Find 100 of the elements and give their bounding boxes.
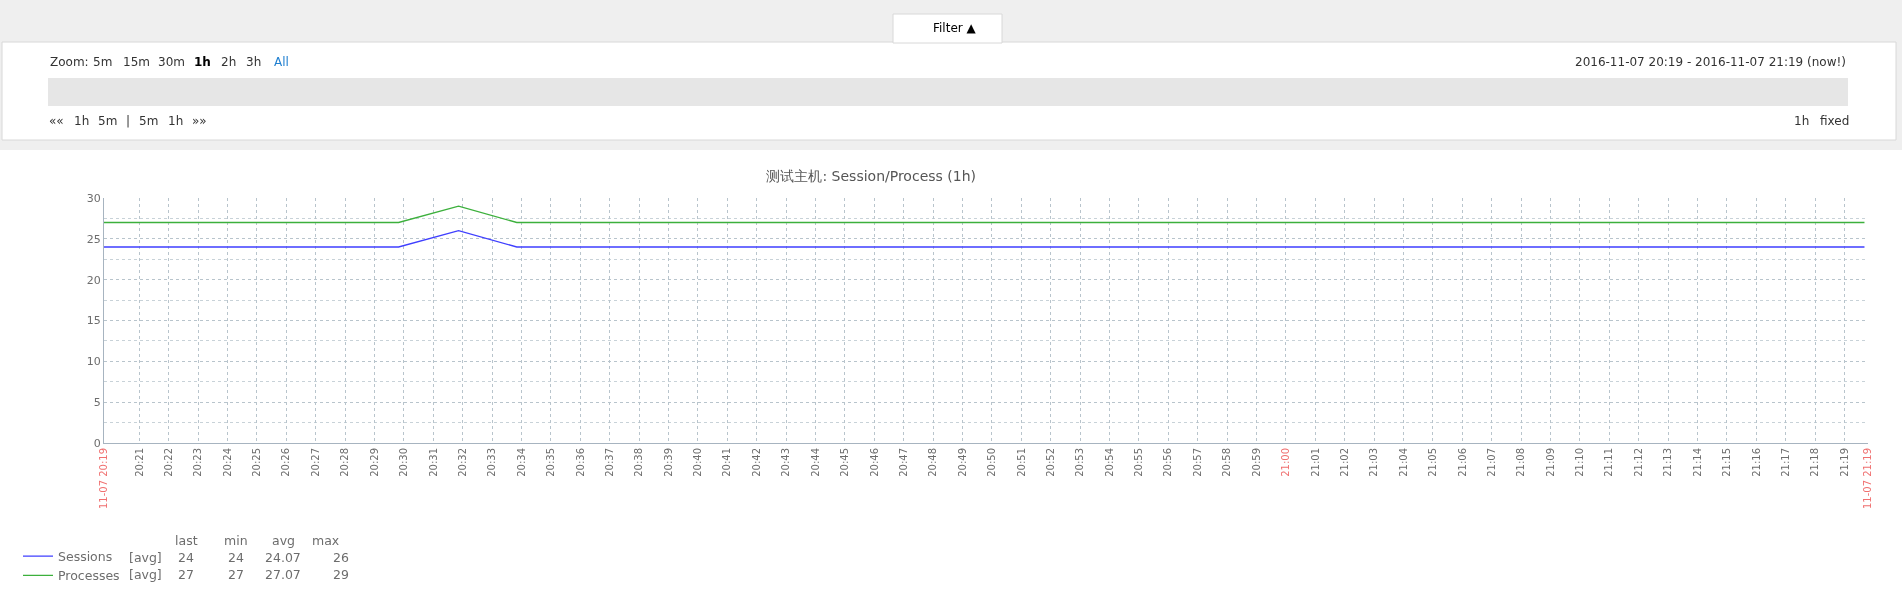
x-tick-label: 20:34 bbox=[515, 448, 527, 477]
text: 1h bbox=[1794, 114, 1810, 128]
y-tick-label: 5 bbox=[93, 396, 101, 410]
x-tick-label: 20:28 bbox=[339, 448, 351, 477]
y-tick-label: 10 bbox=[86, 355, 101, 369]
x-tick-label: 20:25 bbox=[251, 448, 263, 477]
x-tick-label: 20:38 bbox=[633, 448, 645, 477]
text: 24 bbox=[178, 550, 194, 565]
x-tick-label: 20:30 bbox=[398, 448, 410, 477]
text: 2h bbox=[221, 55, 237, 69]
x-tick-label: 21:06 bbox=[1456, 448, 1468, 477]
x-tick-label: 20:31 bbox=[427, 448, 439, 477]
x-tick-label: 20:44 bbox=[809, 448, 821, 477]
x-tick-label: 20:37 bbox=[603, 448, 615, 477]
text: 5m bbox=[139, 114, 159, 128]
x-tick-label: 20:49 bbox=[956, 448, 968, 477]
x-tick-label: 20:24 bbox=[221, 448, 233, 477]
x-tick-label: 20:58 bbox=[1221, 448, 1233, 477]
text: 1h bbox=[74, 114, 90, 128]
text: 3h bbox=[246, 55, 262, 69]
x-tick-label: 21:10 bbox=[1574, 448, 1586, 477]
legend-label: Processes bbox=[58, 568, 120, 584]
text: | bbox=[126, 114, 131, 128]
x-tick-label: 21:02 bbox=[1338, 448, 1350, 477]
x-tick-label: 20:26 bbox=[280, 448, 292, 477]
text: 24 bbox=[228, 550, 244, 565]
x-tick-label: 20:46 bbox=[868, 448, 880, 477]
x-tick-label: 21:17 bbox=[1779, 448, 1791, 477]
x-tick-label: 20:55 bbox=[1133, 448, 1145, 477]
x-tick-label: 20:27 bbox=[309, 448, 321, 477]
x-tick-label: 20:42 bbox=[750, 448, 762, 477]
x-tick-label: 20:41 bbox=[721, 448, 733, 477]
text: 5m bbox=[98, 114, 118, 128]
x-tick-label: 20:57 bbox=[1191, 448, 1203, 477]
x-tick-label: 20:51 bbox=[1015, 448, 1027, 477]
x-tick-label: 21:15 bbox=[1721, 448, 1733, 477]
x-tick-label: 20:56 bbox=[1162, 448, 1174, 477]
x-tick-label: 21:08 bbox=[1515, 448, 1527, 477]
x-tick-label: 21:12 bbox=[1632, 448, 1644, 477]
x-tick-label: 20:36 bbox=[574, 448, 586, 477]
x-tick-label: 20:53 bbox=[1074, 448, 1086, 477]
x-tick-label: 20:22 bbox=[162, 448, 174, 477]
y-tick-label: 25 bbox=[86, 232, 101, 246]
x-tick-label: 21:19 bbox=[1838, 448, 1850, 477]
x-tick-label: 21:05 bbox=[1427, 448, 1439, 477]
x-tick-label: 20:52 bbox=[1044, 448, 1056, 477]
x-tick-label: 11-07 21:19 bbox=[1862, 448, 1874, 510]
text: All bbox=[274, 55, 289, 69]
text: 27 bbox=[228, 567, 244, 582]
y-tick-label: 15 bbox=[86, 314, 101, 328]
x-tick-label: 20:32 bbox=[456, 448, 468, 477]
text: max bbox=[312, 533, 340, 548]
x-tick-label: 21:04 bbox=[1397, 448, 1409, 477]
x-tick-label: 20:43 bbox=[780, 448, 792, 477]
x-tick-label: 21:00 bbox=[1280, 448, 1292, 477]
x-tick-label: 21:09 bbox=[1544, 448, 1556, 477]
x-tick-label: 21:16 bbox=[1750, 448, 1762, 477]
legend-label: Sessions bbox=[58, 549, 113, 564]
x-tick-label: 21:01 bbox=[1309, 448, 1321, 477]
text: [avg] bbox=[129, 567, 162, 582]
x-tick-label: 21:14 bbox=[1691, 448, 1703, 477]
text: »» bbox=[192, 114, 207, 128]
text: 27 bbox=[178, 567, 194, 582]
x-tick-label: 21:11 bbox=[1603, 448, 1615, 477]
x-tick-label: 21:03 bbox=[1368, 448, 1380, 477]
text: avg bbox=[272, 533, 295, 548]
text: fixed bbox=[1820, 114, 1850, 128]
text: Filter ▲ bbox=[933, 21, 977, 35]
x-tick-label: 20:40 bbox=[692, 448, 704, 477]
x-tick-label: 20:29 bbox=[368, 448, 380, 477]
text: 1h bbox=[168, 114, 184, 128]
text: 24.07 bbox=[265, 550, 301, 565]
text: min bbox=[224, 533, 248, 548]
x-tick-label: 20:47 bbox=[897, 448, 909, 477]
text: [avg] bbox=[129, 550, 162, 565]
x-tick-label: 21:07 bbox=[1485, 448, 1497, 477]
text: 1h bbox=[194, 55, 211, 69]
x-tick-label: 20:48 bbox=[927, 448, 939, 477]
x-tick-label: 21:18 bbox=[1809, 448, 1821, 477]
x-tick-label: 20:39 bbox=[662, 448, 674, 477]
text: 29 bbox=[333, 567, 349, 582]
x-tick-label: 20:54 bbox=[1103, 448, 1115, 477]
x-tick-label: 11-07 20:19 bbox=[98, 448, 110, 510]
x-tick-label: 20:35 bbox=[545, 448, 557, 477]
text: 15m bbox=[123, 55, 150, 69]
text: 26 bbox=[333, 550, 349, 565]
text: last bbox=[175, 533, 198, 548]
text: 30m bbox=[158, 55, 185, 69]
y-tick-label: 0 bbox=[93, 436, 101, 450]
x-tick-label: 20:21 bbox=[133, 448, 145, 477]
text: 5m bbox=[93, 55, 113, 69]
x-tick-label: 20:33 bbox=[486, 448, 498, 477]
chart-title: 测试主机: Session/Process (1h) bbox=[766, 167, 976, 184]
x-tick-label: 20:59 bbox=[1250, 448, 1262, 477]
y-tick-label: 20 bbox=[86, 273, 101, 287]
x-tick-label: 20:45 bbox=[839, 448, 851, 477]
text: 27.07 bbox=[265, 567, 301, 582]
y-tick-label: 30 bbox=[86, 191, 101, 205]
text: 2016-11-07 20:19 - 2016-11-07 21:19 (now!) bbox=[1575, 55, 1846, 69]
x-tick-label: 21:13 bbox=[1662, 448, 1674, 477]
